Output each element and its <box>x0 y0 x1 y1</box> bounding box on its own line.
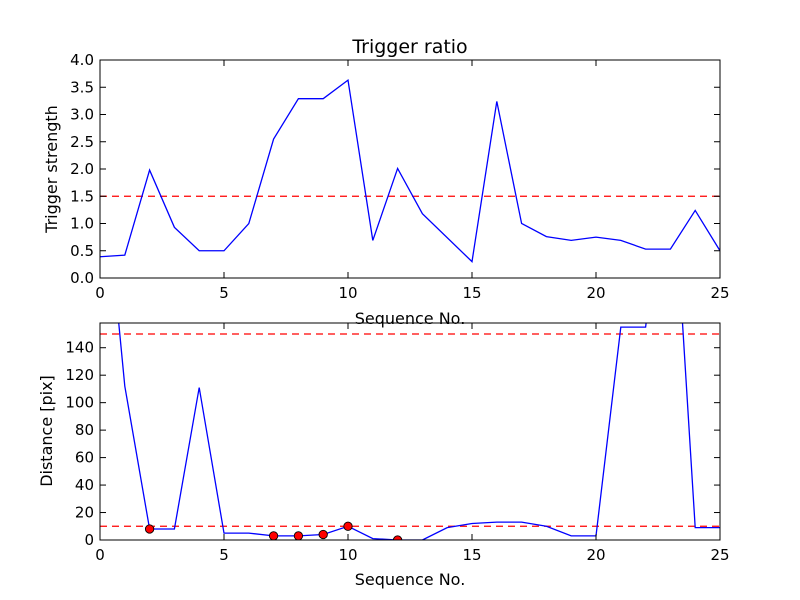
data-point-marker <box>268 531 279 540</box>
y-tick-label: 140 <box>65 339 94 357</box>
plot-content <box>100 323 720 540</box>
plot-frame <box>99 322 721 541</box>
x-tick-label: 5 <box>219 546 229 564</box>
distance-plot-area: 0 5 10 15 20 25 0 20 40 60 80 100 120 140 <box>65 322 730 564</box>
y-tick-label: 60 <box>75 449 94 467</box>
y-tick-label: 40 <box>75 476 94 494</box>
y-tick-label: 2.5 <box>70 133 94 151</box>
x-axis-label: Sequence No. <box>355 309 466 328</box>
x-tick-label: 0 <box>95 284 105 302</box>
plot-content <box>100 78 720 263</box>
y-tick-label: 80 <box>75 421 94 439</box>
x-tick-label: 10 <box>338 284 357 302</box>
x-tick-label: 15 <box>462 284 481 302</box>
y-tick-label: 0 <box>84 531 94 549</box>
data-point-marker <box>343 521 353 531</box>
x-tick-label: 20 <box>586 546 605 564</box>
trigger-ratio-panel: Trigger ratio 0 5 10 15 20 25 0.0 0.5 1.0 1.5 2.0 2… <box>42 36 730 328</box>
data-point-marker <box>293 531 304 540</box>
y-tick-label: 2.0 <box>70 160 94 178</box>
x-tick-label: 15 <box>462 546 481 564</box>
x-tick-label: 25 <box>710 546 729 564</box>
chart-title: Trigger ratio <box>351 36 467 58</box>
x-tick-label: 20 <box>586 284 605 302</box>
y-tick-label: 0.5 <box>70 242 94 260</box>
series-line <box>100 78 720 263</box>
trigger-ratio-plot-area: 0 5 10 15 20 25 0.0 0.5 1.0 1.5 2.0 2.5 3.0 3.5 4.0 <box>70 51 729 302</box>
data-point-marker <box>318 529 328 540</box>
x-axis-label: Sequence No. <box>355 570 466 589</box>
x-tick-label: 25 <box>710 284 729 302</box>
y-tick-label: 4.0 <box>70 51 94 69</box>
distance-panel: 0 5 10 15 20 25 0 20 40 60 80 100 120 140 Sequence No… <box>37 322 730 589</box>
x-tick-label: 0 <box>95 546 105 564</box>
y-tick-label: 1.5 <box>70 187 94 205</box>
y-axis-label: Trigger strength <box>42 105 61 234</box>
y-tick-label: 120 <box>65 366 94 384</box>
y-tick-label: 20 <box>75 504 94 522</box>
y-tick-label: 3.5 <box>70 78 94 96</box>
y-tick-label: 3.0 <box>70 106 94 124</box>
data-point-marker <box>144 524 155 534</box>
series-line <box>118 323 720 540</box>
y-tick-label: 1.0 <box>70 215 94 233</box>
y-tick-label: 0.0 <box>70 269 94 287</box>
x-tick-label: 10 <box>338 546 357 564</box>
x-tick-label: 5 <box>219 284 229 302</box>
y-axis-label: Distance [pix] <box>37 375 56 487</box>
y-tick-label: 100 <box>65 394 94 412</box>
